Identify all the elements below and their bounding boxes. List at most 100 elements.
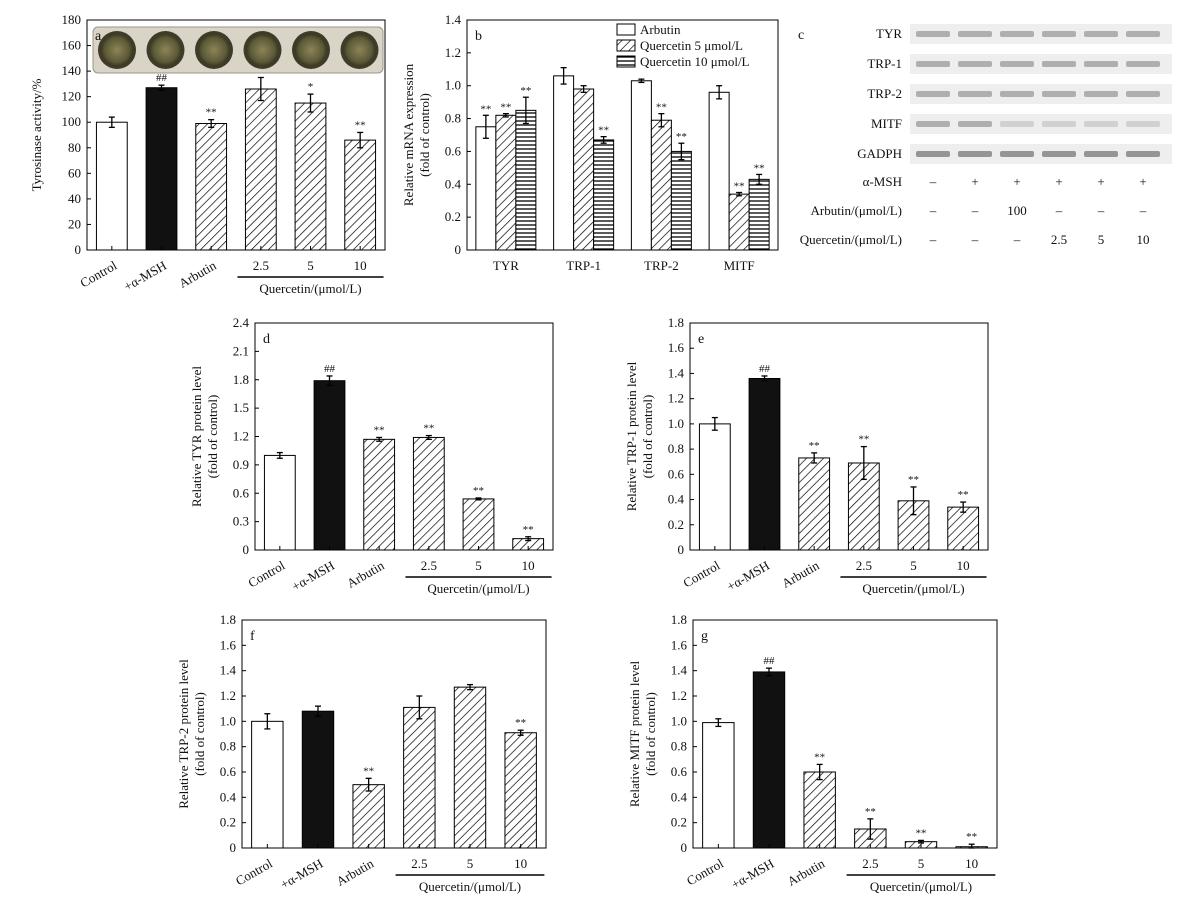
treatment-value: – — [929, 203, 937, 218]
blot-band-label: TRP-2 — [867, 86, 902, 101]
y-axis-label: Relative MITF protein level — [627, 661, 642, 808]
y-tick-label: 1.2 — [445, 45, 461, 60]
y-tick-label: 0.6 — [445, 143, 462, 158]
y-tick-label: 1.5 — [233, 400, 249, 415]
significance-mark: * — [308, 81, 314, 93]
bar-f-1 — [301, 710, 335, 849]
treatment-label: α-MSH — [862, 174, 902, 189]
blot-band — [1126, 31, 1160, 37]
y-tick-label: 0.8 — [220, 739, 236, 754]
x-tick-label: Control — [684, 855, 726, 888]
plot-frame — [86, 19, 386, 251]
y-tick-label: 0.8 — [671, 739, 687, 754]
significance-mark: ** — [423, 423, 434, 435]
blot-band-label: GADPH — [857, 146, 902, 161]
y-tick-label: 0 — [75, 242, 82, 257]
x-tick-label: +α-MSH — [729, 856, 777, 892]
panel-letter-d: d — [263, 332, 270, 347]
well-liquid — [101, 34, 133, 66]
panel-letter-a: a — [95, 29, 102, 44]
x-tick-label: +α-MSH — [278, 856, 326, 892]
blot-band — [916, 151, 950, 157]
y-tick-label: 0.6 — [220, 764, 237, 779]
significance-mark: ** — [908, 474, 919, 486]
y-tick-label: 1.0 — [220, 713, 236, 728]
x-tick-label: +α-MSH — [121, 258, 169, 294]
significance-mark: ** — [858, 434, 869, 446]
treatment-value: 2.5 — [1050, 232, 1068, 247]
y-tick-label: 2.1 — [233, 343, 249, 358]
y-tick-label: 0.6 — [233, 485, 250, 500]
western-blot-panel: c TYR TRP-1 TRP-2 MITF GADPH α-MSH – + + + + + Arbut… — [790, 12, 1184, 252]
assay-wells-photo — [92, 26, 384, 74]
bar-b-0-2 — [515, 109, 537, 251]
blot-band — [1000, 61, 1034, 67]
bar-d-4 — [462, 498, 495, 551]
chart-panel-d: 0 0.3 0.6 0.9 1.2 1.5 1.8 2.1 2.4 Relative TYR pr… — [189, 315, 554, 596]
y-axis-label: Relative TRP-1 protein level — [624, 361, 639, 511]
bar-d-2 — [363, 438, 396, 551]
treatment-label: Arbutin/(μmol/L) — [810, 203, 902, 218]
treatment-value: – — [1055, 203, 1063, 218]
significance-mark: ** — [480, 103, 491, 115]
blot-band — [1084, 121, 1118, 127]
x-tick-label: 10 — [354, 258, 367, 273]
y-tick-label: 1.4 — [671, 663, 688, 678]
bar-e-2 — [798, 457, 831, 551]
chart-panel-e: 0 0.2 0.4 0.6 0.8 1.0 1.2 1.4 1.6 1.8 Relative TRP… — [624, 315, 989, 596]
significance-mark: ** — [500, 102, 511, 114]
y-tick-label: 1.2 — [671, 688, 687, 703]
y-tick-label: 0 — [455, 242, 462, 257]
x-tick-label: Control — [245, 557, 287, 590]
bar-d-3 — [412, 436, 445, 551]
bar-a-5 — [344, 139, 377, 251]
blot-band — [1084, 91, 1118, 97]
blot-band-label: TRP-1 — [867, 56, 902, 71]
treatment-value: 5 — [1097, 232, 1105, 247]
blot-band — [958, 121, 992, 127]
significance-mark: ** — [363, 765, 374, 777]
group-label: Quercetin/(μmol/L) — [427, 581, 529, 596]
y-axis-label-2: (fold of control) — [417, 93, 432, 177]
bar-a-3 — [244, 88, 277, 251]
x-tick-label: 5 — [307, 258, 314, 273]
y-tick-label: 0.3 — [233, 514, 249, 529]
y-tick-label: 100 — [62, 114, 82, 129]
y-tick-label: 180 — [62, 12, 82, 27]
blot-band — [958, 151, 992, 157]
y-tick-label: 40 — [68, 191, 81, 206]
bar-g-0 — [702, 722, 735, 849]
treatment-value: 10 — [1136, 232, 1150, 247]
y-tick-label: 1.4 — [668, 365, 685, 380]
y-tick-label: 0.2 — [671, 815, 687, 830]
well-liquid — [246, 34, 279, 66]
x-tick-label: 2.5 — [421, 558, 437, 573]
x-tick-label: 2.5 — [253, 258, 269, 273]
blot-band — [1126, 91, 1160, 97]
bar-f-0 — [251, 720, 284, 849]
y-tick-label: 1.8 — [671, 612, 687, 627]
bar-b-3-0 — [708, 91, 730, 251]
significance-mark: ## — [156, 72, 168, 84]
plot-frame — [254, 322, 554, 551]
treatment-value: – — [1139, 203, 1147, 218]
significance-mark: ** — [916, 827, 927, 839]
significance-mark: ** — [206, 107, 217, 119]
legend-label: Quercetin 10 μmol/L — [640, 54, 750, 69]
x-tick-label: 10 — [522, 558, 535, 573]
x-tick-label: Arbutin — [344, 557, 387, 590]
y-tick-label: 160 — [62, 38, 82, 53]
y-tick-label: 0.4 — [668, 492, 685, 507]
y-tick-label: 0.8 — [445, 111, 461, 126]
y-tick-label: 60 — [68, 165, 81, 180]
y-tick-label: 1.4 — [445, 12, 462, 27]
y-axis-label: Tyrosinase activity/% — [29, 78, 44, 191]
treatment-value: + — [1139, 174, 1147, 189]
plot-frame — [466, 19, 779, 251]
chart-panel-a: 0 20 40 60 80 100 120 140 160 180 Tyrosinase activ… — [29, 12, 386, 296]
bar-b-1-0 — [553, 75, 575, 251]
bar-b-0-1 — [495, 114, 517, 251]
x-tick-label: 2.5 — [862, 856, 878, 871]
y-tick-label: 1.6 — [668, 340, 685, 355]
